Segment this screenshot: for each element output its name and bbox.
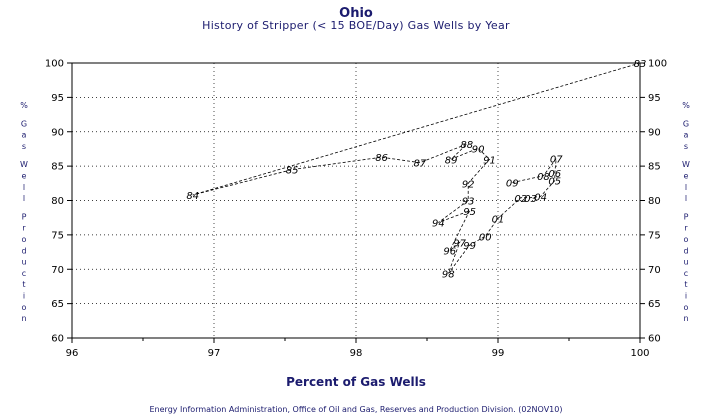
y-axis-title-char: c [684,269,688,278]
y-tick-label-left: 95 [51,93,64,104]
y-tick-label-left: 80 [51,196,64,207]
point-label-84: 84 [186,191,199,202]
y-tick-label-left: 85 [51,162,64,173]
y-axis-title-char: s [684,142,688,151]
y-axis-title-char: % [682,101,690,110]
y-tick-label-left: 90 [51,127,64,138]
y-axis-title-char: P [684,212,689,221]
y-tick-label-right: 80 [648,196,661,207]
y-axis-title-char: t [684,280,687,289]
y-axis-title-char: o [684,235,689,244]
y-axis-title-char: o [684,303,689,312]
point-label-98: 98 [442,269,455,280]
y-axis-title-char: G [21,119,27,128]
y-tick-label-right: 95 [648,93,661,104]
x-tick-label: 99 [492,348,505,359]
point-label-86: 86 [375,153,388,164]
y-axis-title-char: % [20,101,28,110]
y-axis-title-char: W [682,160,690,169]
x-tick-label: 96 [66,348,79,359]
point-label-00: 00 [479,232,492,243]
point-label-93: 93 [462,197,475,208]
grid [71,62,641,339]
point-label-03: 03 [524,194,537,205]
point-label-92: 92 [462,179,475,190]
y-axis-title-char: G [683,119,689,128]
x-tick-label: 98 [350,348,363,359]
point-label-02: 02 [514,194,527,205]
y-axis-title-char: a [22,131,27,140]
y-axis-title-char: l [685,194,687,203]
y-axis-title-char: i [23,292,25,301]
y-axis-title-char: o [22,235,27,244]
y-axis-title-char: d [683,246,688,255]
series-line [192,62,641,274]
y-axis-title-char: s [22,142,26,151]
point-label-04: 04 [534,192,547,203]
point-label-96: 96 [443,247,456,258]
y-axis-title-char: l [23,194,25,203]
point-label-01: 01 [492,214,505,225]
point-label-89: 89 [445,155,458,166]
y-axis-title-char: u [21,258,26,267]
y-tick-label-left: 70 [51,265,64,276]
point-label-07: 07 [550,155,563,166]
point-label-90: 90 [472,144,485,155]
point-label-88: 88 [460,140,473,151]
y-axis-title-char: e [684,172,689,181]
y-tick-label-right: 65 [648,299,661,310]
point-label-95: 95 [463,207,476,218]
y-tick-label-right: 70 [648,265,661,276]
point-label-94: 94 [432,219,445,230]
y-axis-title-char: l [685,183,687,192]
y-axis-title-char: n [683,314,688,323]
x-tick-label: 97 [208,348,221,359]
y-tick-label-left: 100 [45,59,64,70]
y-axis-title-char: a [684,131,689,140]
y-axis-title-char: n [21,314,26,323]
x-axis-title: Percent of Gas Wells [286,375,426,389]
y-tick-label-left: 60 [51,334,64,345]
y-tick-label-right: 75 [648,230,661,241]
source-footer: Energy Information Administration, Offic… [149,405,563,414]
y-axis-title-char: r [22,224,26,233]
point-label-87: 87 [414,159,427,170]
y-axis-title-char: i [685,292,687,301]
y-axis-title-char: e [22,172,27,181]
point-label-85: 85 [286,166,299,177]
x-tick-label: 100 [630,348,649,359]
y-axis-title-char: P [22,212,27,221]
y-tick-label-right: 100 [648,59,667,70]
chart-title: Ohio [339,6,373,21]
point-label-91: 91 [483,155,496,166]
y-axis-title-char: l [23,183,25,192]
point-label-99: 99 [463,241,476,252]
point-label-83: 83 [634,59,647,70]
y-axis-title-char: o [22,303,27,312]
chart-subtitle: History of Stripper (< 15 BOE/Day) Gas W… [202,19,510,32]
point-label-05: 05 [548,177,561,188]
y-axis-title-char: d [21,246,26,255]
point-label-06: 06 [548,169,561,180]
y-axis-title-char: u [683,258,688,267]
y-axis-title-char: t [22,280,25,289]
y-tick-label-right: 90 [648,127,661,138]
y-tick-label-right: 60 [648,334,661,345]
y-tick-label-right: 85 [648,162,661,173]
point-label-97: 97 [453,238,466,249]
y-axis-title-char: c [22,269,26,278]
y-axis-title-char: r [684,224,688,233]
y-tick-label-left: 65 [51,299,64,310]
y-tick-label-left: 75 [51,230,64,241]
point-label-09: 09 [506,179,519,190]
y-axis-title-char: W [20,160,28,169]
axes: 60 60 65 65 70 70 75 75 80 80 85 85 90 90 95 95 100 100 96… [45,59,667,360]
point-label-08: 08 [537,172,550,183]
